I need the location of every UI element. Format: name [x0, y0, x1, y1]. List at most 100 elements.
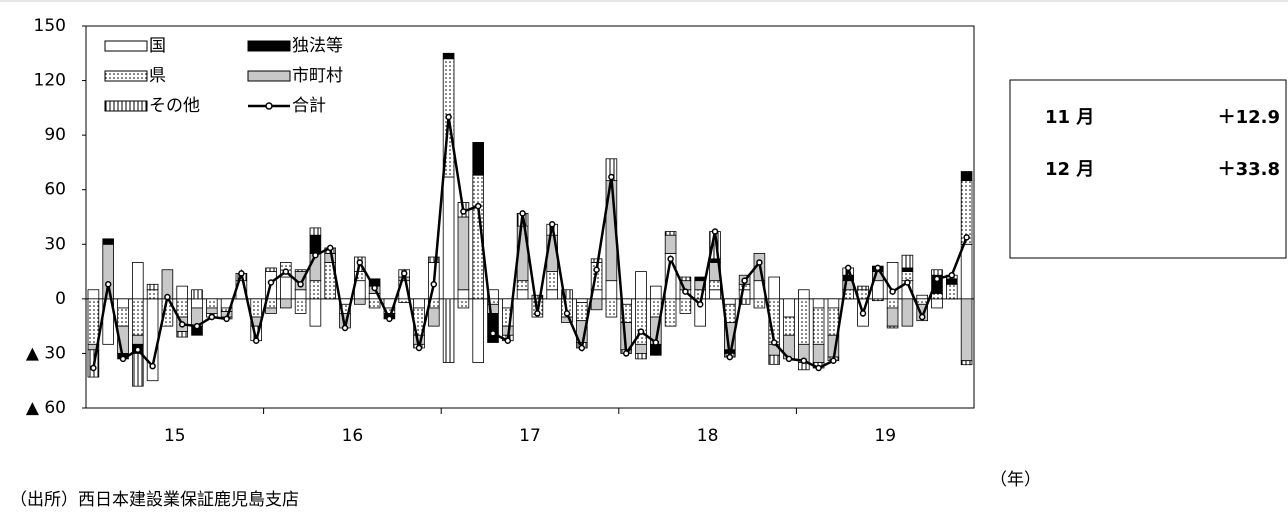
- total-point: [297, 281, 304, 288]
- total-point: [800, 357, 808, 364]
- bar-segment: [931, 269, 943, 276]
- total-point: [652, 339, 660, 346]
- total-point: [267, 279, 275, 286]
- total-point: [489, 330, 497, 337]
- bar-segment: [724, 298, 736, 305]
- bar-segment: [561, 316, 573, 323]
- total-point: [134, 346, 142, 354]
- bar-segment: [131, 334, 144, 345]
- bar-segment: [146, 289, 159, 300]
- bar-segment: [798, 298, 810, 345]
- y-tick-label: 30: [44, 234, 66, 254]
- bar-segment: [738, 298, 751, 305]
- bar-segment: [265, 267, 277, 272]
- bar-segment: [768, 354, 780, 365]
- bar-segment: [886, 298, 899, 309]
- bar-segment: [857, 289, 869, 300]
- x-tick-label: 16: [342, 426, 364, 446]
- total-point: [534, 310, 541, 317]
- total-point: [504, 337, 512, 344]
- total-point: [844, 264, 852, 272]
- total-point: [948, 271, 956, 279]
- x-tick-label: 19: [874, 426, 896, 446]
- bar-segment: [457, 298, 470, 309]
- y-tick-label: ▲ 30: [26, 343, 66, 363]
- x-tick-label: 15: [164, 426, 186, 446]
- note-value: ＋12.9: [1218, 107, 1280, 128]
- total-point: [548, 221, 556, 228]
- note-label: 12 月: [1045, 159, 1094, 180]
- total-point: [726, 353, 734, 361]
- total-point: [667, 255, 674, 263]
- note-box: [1009, 79, 1287, 259]
- bar-segment: [901, 267, 914, 272]
- total-point: [415, 344, 423, 352]
- bar-segment: [294, 269, 307, 272]
- bar-segment: [353, 298, 366, 305]
- bar-segment: [872, 298, 884, 302]
- bar-segment: [709, 289, 721, 300]
- bar-segment: [294, 289, 307, 300]
- total-point: [149, 362, 156, 370]
- bar-segment: [664, 234, 677, 254]
- total-point: [312, 251, 319, 259]
- total-point: [933, 275, 941, 283]
- x-tick-label: 18: [697, 426, 719, 446]
- bar-segment: [886, 307, 899, 327]
- bar-segment: [960, 243, 973, 300]
- bar-segment: [605, 298, 618, 318]
- bar-segment: [946, 278, 958, 285]
- total-point: [519, 210, 526, 217]
- total-point: [223, 315, 230, 323]
- bar-segment: [117, 307, 129, 327]
- bar-segment: [279, 298, 292, 309]
- bar-segment: [960, 298, 973, 362]
- bar-segment: [664, 231, 677, 236]
- plot-frame: [85, 25, 975, 409]
- total-point: [326, 244, 334, 252]
- total-point: [282, 268, 290, 275]
- total-point: [770, 339, 778, 346]
- bar-segment: [250, 298, 263, 318]
- legend-swatch: [104, 70, 148, 82]
- total-point: [608, 173, 615, 181]
- y-tick-label: 120: [34, 71, 66, 91]
- bar-segment: [131, 298, 144, 336]
- bar-segment: [516, 289, 529, 300]
- bar-segment: [457, 289, 470, 300]
- bar-segment: [650, 343, 662, 356]
- bar-segment: [753, 298, 766, 309]
- bar-segment: [960, 360, 973, 366]
- bar-segment: [886, 325, 899, 329]
- total-point: [785, 355, 793, 363]
- bar-segment: [442, 298, 455, 363]
- bar-segment: [798, 289, 810, 300]
- bar-segment: [679, 276, 692, 282]
- bar-segment: [576, 298, 588, 303]
- bar-segment: [812, 343, 825, 363]
- bar-segment: [709, 280, 721, 291]
- total-point: [682, 288, 689, 295]
- total-point: [889, 288, 896, 295]
- bar-segment: [146, 283, 159, 291]
- bar-segment: [857, 285, 869, 291]
- total-point: [430, 281, 438, 288]
- legend-label: 市町村: [292, 66, 343, 86]
- bar-segment: [176, 331, 189, 338]
- total-point: [756, 259, 763, 266]
- total-point: [193, 322, 201, 330]
- bar-segment: [398, 298, 410, 303]
- bar-segment: [650, 285, 662, 300]
- legend-label: 国: [149, 36, 166, 56]
- bar-segment: [946, 283, 958, 300]
- legend-swatch: [104, 40, 148, 52]
- total-point: [460, 208, 467, 215]
- bar-segment: [783, 316, 795, 336]
- bar-segment: [812, 298, 825, 309]
- y-tick-label: 60: [44, 180, 66, 200]
- total-point: [963, 234, 970, 241]
- bar-segment: [605, 280, 618, 300]
- total-point: [252, 337, 260, 344]
- total-point: [859, 310, 867, 317]
- bar-segment: [546, 289, 558, 300]
